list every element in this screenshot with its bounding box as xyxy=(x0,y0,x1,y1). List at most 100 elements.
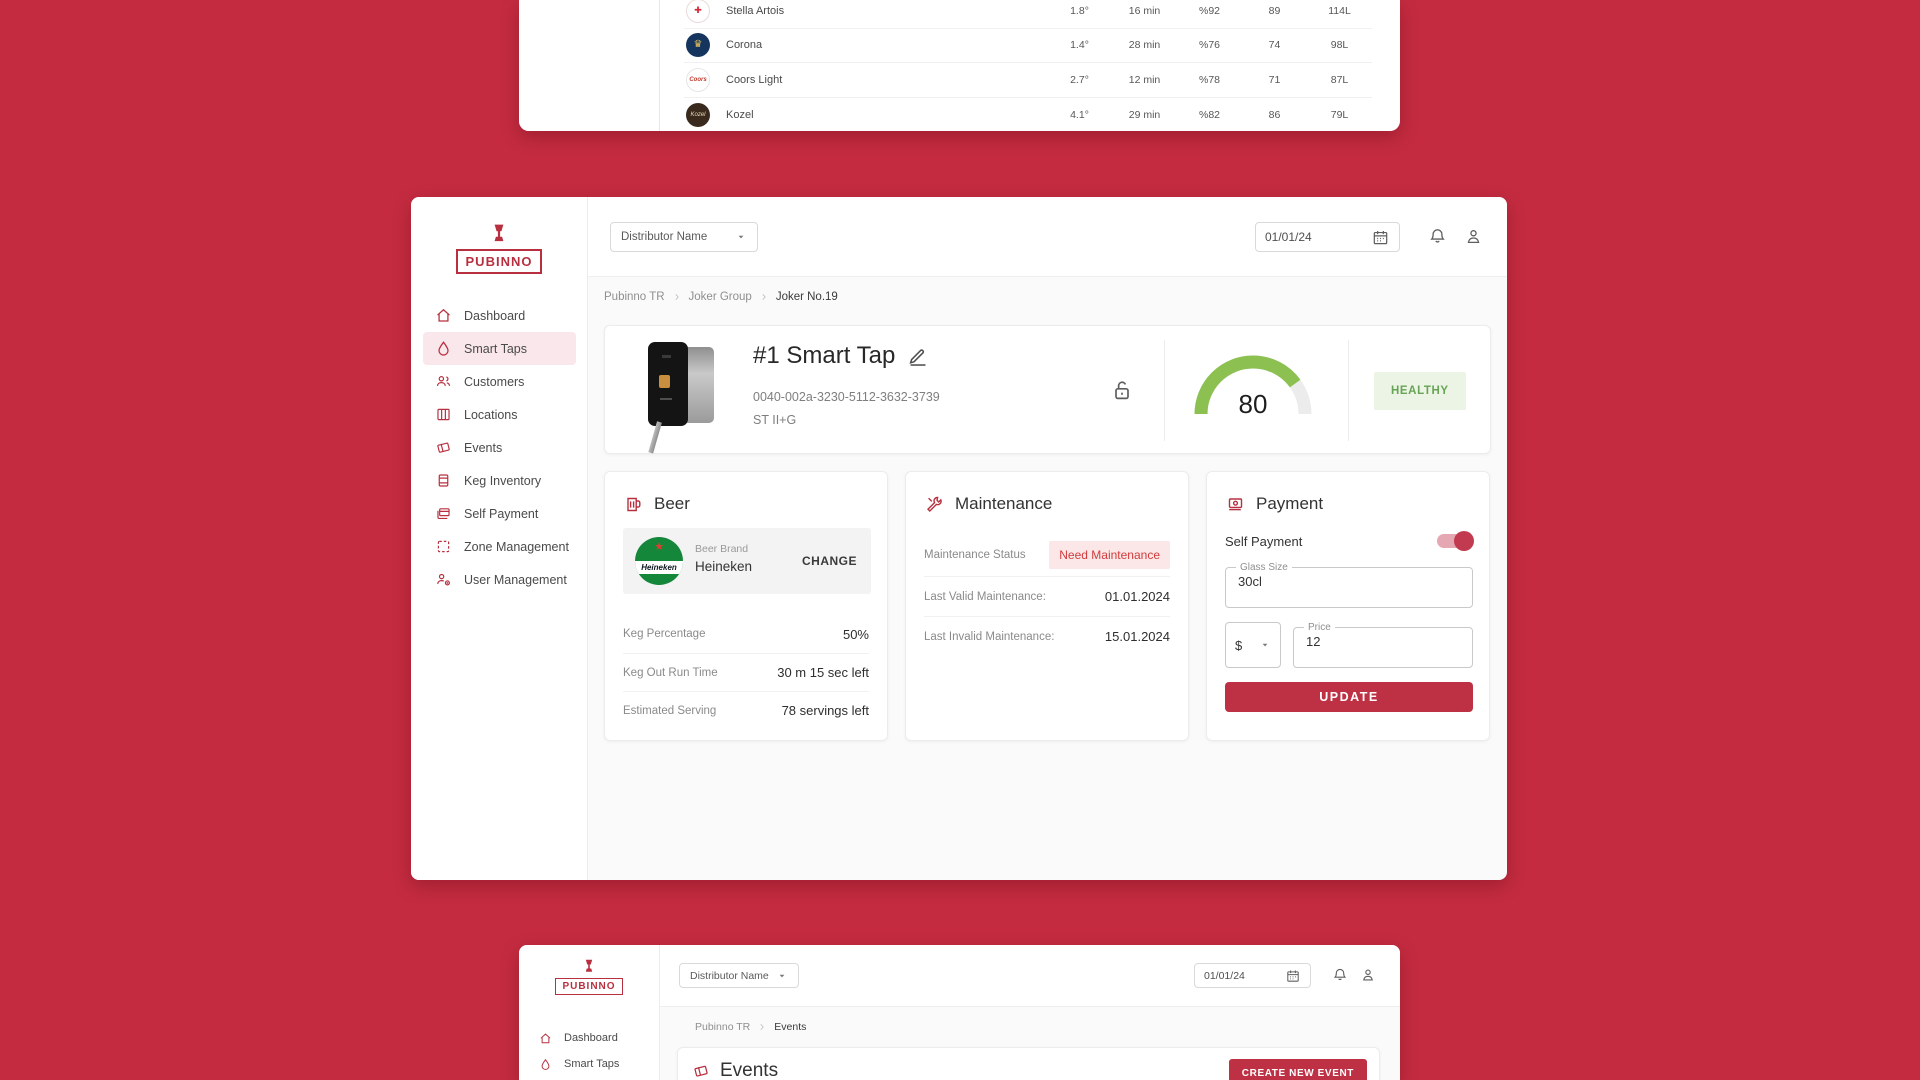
breadcrumb-item[interactable]: Pubinno TR xyxy=(695,1021,751,1033)
beer-time: 28 min xyxy=(1128,39,1161,52)
sidebar-item-customers[interactable]: Customers xyxy=(423,365,576,398)
brand-logo-label: Coors xyxy=(689,76,707,83)
beer-table: ✚ Stella Artois 1.8° 16 min %92 89 114L … xyxy=(684,0,1372,131)
stat-value: 30 m 15 sec left xyxy=(777,665,869,680)
sidebar-item-label: Customers xyxy=(464,374,525,389)
sidebar-item-label: Events xyxy=(464,440,503,455)
keg-out-run-time-row: Keg Out Run Time 30 m 15 sec left xyxy=(623,653,869,691)
user-avatar-icon[interactable] xyxy=(1360,967,1376,983)
sidebar-item-smart-taps[interactable]: Smart Taps xyxy=(529,1051,651,1077)
beer-mug-icon xyxy=(627,497,641,512)
estimated-serving-row: Estimated Serving 78 servings left xyxy=(623,691,869,729)
currency-select[interactable]: $ xyxy=(1225,622,1281,668)
distributor-dropdown[interactable]: Distributor Name xyxy=(679,963,799,988)
beer-brand-panel: ★ Heineken Beer Brand Heineken CHANGE xyxy=(623,528,871,594)
tap-title: #1 Smart Tap xyxy=(753,342,896,369)
pubinno-logo[interactable]: PUBINNO xyxy=(411,221,587,274)
change-beer-button[interactable]: CHANGE xyxy=(801,554,857,568)
calendar-icon xyxy=(1373,229,1388,244)
beer-volume: 98L xyxy=(1330,39,1349,52)
self-payment-toggle[interactable] xyxy=(1437,531,1474,551)
breadcrumb-item[interactable]: Pubinno TR xyxy=(604,291,665,303)
chevron-right-icon xyxy=(762,293,766,301)
sidebar-item-label: Self Payment xyxy=(464,506,539,521)
sidebar-item-user-management[interactable]: User Management xyxy=(423,563,576,596)
sidebar: PUBINNO Dashboard Smart Taps xyxy=(519,945,660,1080)
date-picker[interactable]: 01/01/24 xyxy=(1255,222,1400,252)
bell-icon[interactable] xyxy=(1332,967,1348,983)
breadcrumb-current: Events xyxy=(774,1021,807,1033)
beer-temperature: 1.4° xyxy=(1070,39,1089,52)
edit-pencil-icon[interactable] xyxy=(907,345,929,367)
distributor-dropdown[interactable]: Distributor Name xyxy=(610,222,758,252)
sidebar-item-label: Smart Taps xyxy=(464,341,527,356)
sidebar-item-dashboard[interactable]: Dashboard xyxy=(423,299,576,332)
maintenance-card-title: Maintenance xyxy=(955,494,1053,513)
toggle-knob xyxy=(1454,531,1474,551)
sidebar-item-self-payment[interactable]: Self Payment xyxy=(423,497,576,530)
beer-time: 12 min xyxy=(1128,73,1161,86)
credit-card-icon xyxy=(437,508,450,520)
sidebar-item-smart-taps[interactable]: Smart Taps xyxy=(423,332,576,365)
keg-icon xyxy=(438,474,449,487)
beer-temperature: 1.8° xyxy=(1070,4,1089,17)
beer-name: Coors Light xyxy=(726,73,783,86)
sidebar-item-dashboard[interactable]: Dashboard xyxy=(529,1025,651,1051)
keg-percentage-row: Keg Percentage 50% xyxy=(623,615,869,653)
stat-value: 50% xyxy=(842,626,869,642)
divider xyxy=(1348,340,1349,441)
breadcrumb-item[interactable]: Joker Group xyxy=(688,291,752,303)
chevron-down-icon xyxy=(738,235,744,239)
table-row[interactable]: ♛ Corona 1.4° 28 min %76 74 98L xyxy=(684,29,1372,63)
glass-size-field[interactable]: Glass Size 30cl xyxy=(1225,562,1473,608)
beer-time: 16 min xyxy=(1128,4,1161,17)
bell-icon[interactable] xyxy=(1428,227,1447,246)
breadcrumb: Pubinno TR Events xyxy=(695,1021,806,1033)
money-icon xyxy=(1228,498,1243,511)
sidebar-item-keg-inventory[interactable]: Keg Inventory xyxy=(423,464,576,497)
kozel-logo: Kozel xyxy=(686,102,710,127)
maintenance-card: Maintenance Maintenance Status Need Main… xyxy=(905,471,1189,741)
beer-percentage: %76 xyxy=(1198,39,1220,52)
top-bar: Distributor Name 01/01/24 xyxy=(588,197,1507,277)
stat-value: 15.01.2024 xyxy=(1104,629,1170,644)
sidebar-item-label: User Management xyxy=(464,572,567,587)
payment-card: Payment Self Payment Glass Size 30cl $ P… xyxy=(1206,471,1490,741)
sidebar-item-label: Locations xyxy=(464,407,518,422)
ticket-icon xyxy=(694,1065,708,1077)
update-button[interactable]: UPDATE xyxy=(1225,682,1473,712)
sidebar-item-locations[interactable]: Locations xyxy=(423,398,576,431)
unlock-icon[interactable] xyxy=(1110,378,1134,402)
table-row[interactable]: Kozel Kozel 4.1° 29 min %82 86 79L xyxy=(684,98,1372,132)
tap-model: ST II+G xyxy=(753,413,797,427)
table-row[interactable]: Coors Coors Light 2.7° 12 min %78 71 87L xyxy=(684,63,1372,98)
date-value: 01/01/24 xyxy=(1204,969,1245,982)
beer-percentage: %92 xyxy=(1198,4,1220,17)
pubinno-logo[interactable]: PUBINNO xyxy=(519,957,659,995)
sidebar-item-label: Zone Management xyxy=(464,539,569,554)
price-field[interactable]: Price 12 xyxy=(1293,622,1473,668)
user-avatar-icon[interactable] xyxy=(1464,227,1483,246)
sidebar-menu: Dashboard Smart Taps xyxy=(519,1025,659,1077)
sidebar-menu: Dashboard Smart Taps Customers Locations… xyxy=(411,299,587,596)
droplet-icon xyxy=(541,1058,550,1070)
table-row[interactable]: ✚ Stella Artois 1.8° 16 min %92 89 114L xyxy=(684,0,1372,29)
tools-icon xyxy=(927,496,942,512)
health-gauge: 80 xyxy=(1193,354,1313,419)
heineken-logo: ★ Heineken xyxy=(635,537,683,585)
price-value: 12 xyxy=(1306,634,1321,649)
glass-size-label: Glass Size xyxy=(1240,562,1288,573)
bottom-app-window: PUBINNO Dashboard Smart Taps Distributor… xyxy=(519,945,1400,1080)
glass-size-value: 30cl xyxy=(1238,574,1262,589)
sidebar-item-zone-management[interactable]: Zone Management xyxy=(423,530,576,563)
beer-name: Corona xyxy=(726,39,763,52)
stella-artois-logo: ✚ xyxy=(686,0,710,23)
date-picker[interactable]: 01/01/24 xyxy=(1194,963,1311,988)
sidebar-item-events[interactable]: Events xyxy=(423,431,576,464)
events-title: Events xyxy=(720,1060,779,1080)
tap-handle-icon xyxy=(585,959,593,972)
map-icon xyxy=(437,408,450,421)
create-new-event-button[interactable]: CREATE NEW EVENT xyxy=(1228,1059,1367,1080)
chevron-right-icon xyxy=(760,1023,764,1031)
user-gear-icon xyxy=(437,573,450,586)
